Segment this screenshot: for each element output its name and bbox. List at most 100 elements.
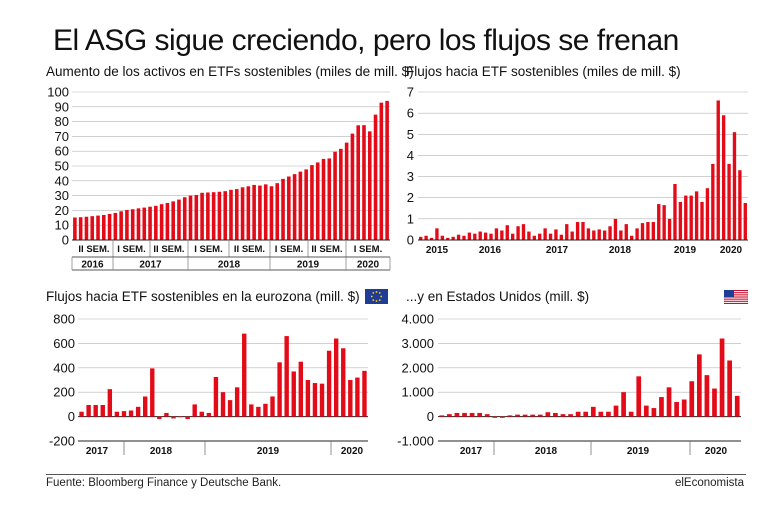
y-tick-label: 70: [55, 129, 69, 144]
bar: [597, 229, 601, 240]
bar: [537, 414, 543, 417]
bar: [385, 100, 389, 240]
bar: [492, 416, 498, 418]
bar: [435, 228, 439, 240]
bar: [575, 411, 581, 417]
bar: [275, 183, 280, 240]
bar: [362, 370, 367, 417]
bar: [727, 163, 731, 240]
bar: [165, 203, 170, 240]
y-tick-label: 2: [407, 190, 414, 205]
y-tick-label: -1.000: [397, 434, 434, 449]
bar: [304, 169, 308, 240]
y-tick-label: 5: [407, 127, 414, 142]
bar: [608, 226, 612, 240]
bar: [560, 414, 566, 417]
bar: [206, 412, 212, 417]
bar: [298, 361, 303, 417]
bar: [121, 411, 127, 417]
bar: [636, 376, 642, 417]
year-label: 2017: [546, 245, 569, 256]
bar: [246, 186, 251, 240]
bar: [727, 360, 732, 417]
bar: [315, 162, 320, 240]
year-label: 2015: [426, 245, 449, 256]
year-label: 2020: [341, 446, 364, 457]
bar: [252, 184, 256, 240]
bar: [630, 235, 634, 240]
bar: [258, 185, 262, 240]
bar: [234, 189, 239, 240]
y-tick-label: 3: [407, 169, 414, 184]
bar: [743, 203, 747, 240]
bar: [500, 416, 505, 418]
bar: [446, 237, 450, 240]
bar: [341, 348, 346, 417]
bar: [263, 184, 268, 240]
year-label: 2020: [720, 245, 743, 256]
bar: [657, 204, 661, 240]
bar: [291, 371, 296, 417]
y-tick-label: 600: [53, 336, 75, 351]
bar: [269, 186, 274, 240]
period-label: I SEM.: [354, 244, 383, 255]
bar: [570, 231, 574, 240]
bar: [700, 201, 704, 240]
bar: [684, 195, 688, 240]
bar: [545, 412, 551, 417]
bar: [662, 205, 666, 240]
bar: [689, 195, 693, 240]
y-tick-label: 40: [55, 173, 69, 188]
bar: [734, 395, 740, 417]
bar: [373, 114, 378, 240]
bar: [220, 392, 226, 417]
bar: [240, 187, 245, 240]
bar: [477, 412, 483, 417]
year-label: 2017: [460, 446, 483, 457]
bar: [521, 224, 526, 240]
y-tick-label: 800: [53, 312, 75, 327]
bar: [711, 163, 715, 240]
bar: [646, 222, 650, 240]
bar: [171, 416, 176, 419]
y-tick-label: 0: [68, 409, 75, 424]
bar: [613, 218, 618, 240]
bar: [694, 191, 699, 240]
year-label: 2018: [218, 260, 241, 271]
bar: [507, 415, 513, 417]
bar: [93, 405, 98, 417]
bar: [451, 236, 455, 240]
bar: [211, 192, 216, 240]
bar: [217, 191, 222, 240]
bar: [128, 410, 134, 417]
bar: [505, 225, 509, 240]
bar: [484, 414, 490, 417]
bar: [489, 233, 493, 240]
bar: [628, 411, 634, 417]
bar: [171, 201, 175, 240]
bar: [78, 217, 83, 240]
bar: [142, 207, 147, 240]
bar: [242, 333, 247, 417]
year-label: 2019: [674, 245, 697, 256]
bar: [213, 376, 219, 417]
bar: [704, 375, 710, 417]
bar: [462, 412, 467, 417]
bar: [350, 133, 355, 240]
bar: [635, 228, 639, 240]
bar: [159, 204, 164, 240]
bar: [696, 354, 702, 417]
bar: [598, 411, 604, 417]
bar: [356, 125, 360, 240]
bar: [590, 406, 596, 417]
period-label: II SEM.: [78, 244, 109, 255]
bar: [511, 233, 515, 240]
y-tick-label: 4: [407, 148, 414, 163]
bar: [185, 416, 190, 420]
y-tick-label: 80: [55, 114, 69, 129]
y-tick-label: 4.000: [401, 312, 434, 327]
us-flag-icon: [724, 290, 748, 304]
bar: [538, 233, 542, 240]
period-label: I SEM.: [275, 244, 304, 255]
chart-title-eurozone: Flujos hacia ETF sostenibles en la euroz…: [46, 289, 360, 304]
